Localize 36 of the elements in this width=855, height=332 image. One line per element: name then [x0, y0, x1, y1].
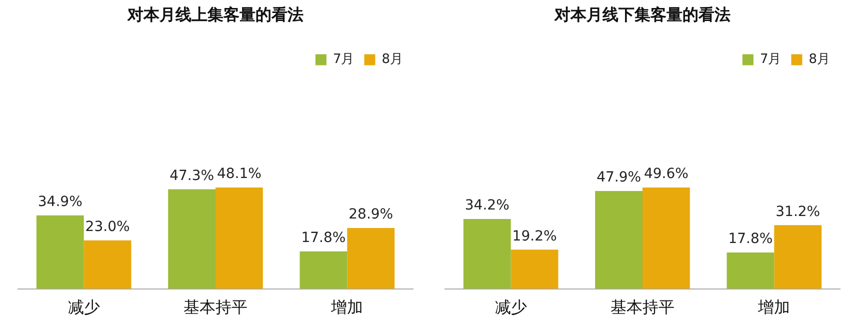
bar [595, 191, 642, 289]
bar [642, 188, 690, 289]
bar [726, 252, 774, 289]
legend-label: 7月 [332, 52, 354, 68]
legend-label: 8月 [808, 52, 830, 68]
bar [347, 228, 395, 289]
data-label: 28.9% [348, 206, 394, 223]
chart-title: 对本月线下集客量的看法 [554, 4, 730, 24]
data-label: 31.2% [776, 204, 820, 220]
data-label: 17.8% [728, 231, 773, 248]
data-label: 34.9% [38, 194, 82, 210]
bar [84, 240, 132, 289]
chart-title: 对本月线上集客量的看法 [126, 4, 304, 24]
data-label: 19.2% [512, 228, 557, 244]
bar [463, 218, 511, 289]
bar [510, 250, 558, 289]
data-label: 17.8% [301, 230, 346, 246]
data-label: 47.3% [170, 168, 214, 184]
legend-label: 8月 [382, 52, 404, 68]
bar [774, 225, 822, 289]
bar [216, 188, 263, 289]
x-tick-label: 减少 [68, 298, 100, 317]
x-tick-label: 基本持平 [184, 298, 248, 317]
data-label: 23.0% [85, 219, 130, 236]
bar [36, 215, 84, 289]
legend-label: 7月 [760, 52, 782, 68]
bar [300, 251, 348, 289]
data-label: 49.6% [644, 166, 688, 182]
data-label: 47.9% [596, 170, 642, 186]
x-tick-label: 增加 [330, 298, 364, 317]
data-label: 48.1% [216, 166, 262, 182]
bar [168, 189, 216, 289]
x-tick-label: 基本持平 [610, 298, 674, 317]
data-label: 34.2% [464, 198, 510, 214]
x-tick-label: 增加 [757, 298, 790, 317]
x-tick-label: 减少 [494, 298, 527, 317]
